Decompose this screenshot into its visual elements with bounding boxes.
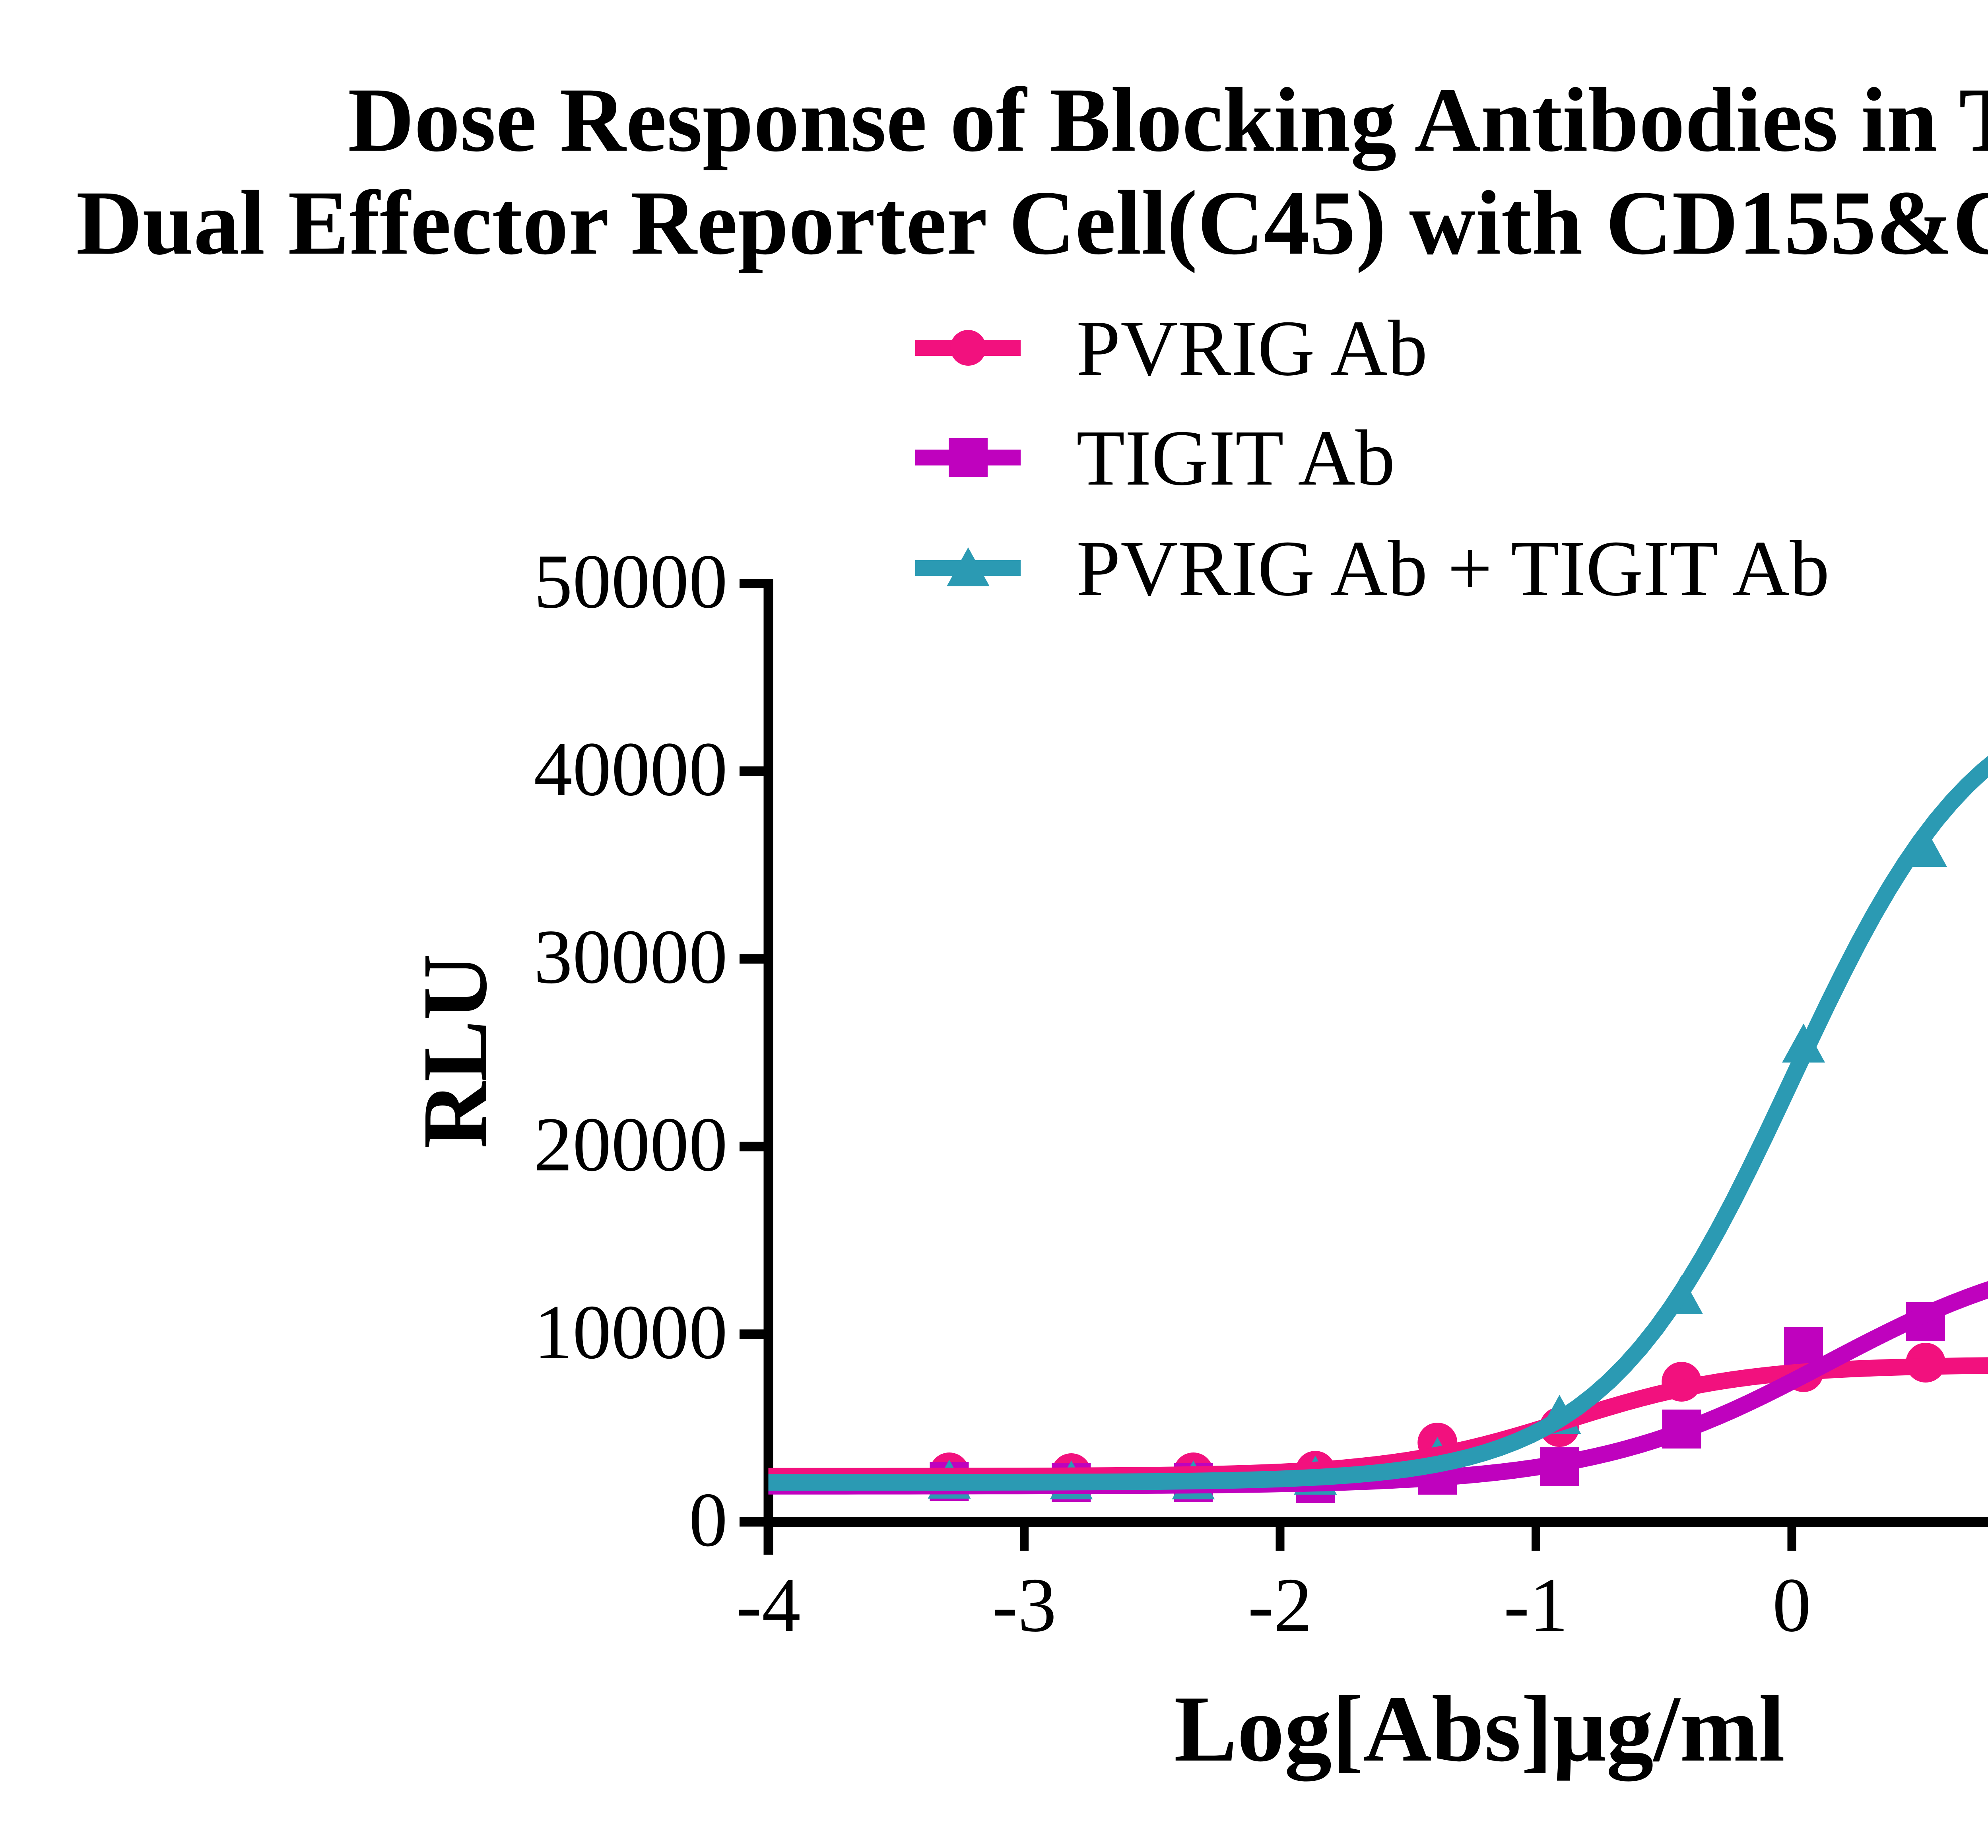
svg-text:40000: 40000 bbox=[534, 726, 728, 812]
svg-text:Dual Effector Reporter Cell(C4: Dual Effector Reporter Cell(C45) with CD… bbox=[76, 172, 1988, 273]
svg-text:Dose Response of Blocking Anti: Dose Response of Blocking Antibodies in … bbox=[348, 69, 1988, 171]
svg-text:50000: 50000 bbox=[534, 539, 728, 624]
svg-text:-1: -1 bbox=[1504, 1562, 1568, 1648]
svg-text:PVRIG Ab + TIGIT Ab: PVRIG Ab + TIGIT Ab bbox=[1076, 525, 1829, 613]
svg-text:-4: -4 bbox=[736, 1562, 800, 1648]
svg-text:10000: 10000 bbox=[534, 1289, 728, 1375]
svg-text:0: 0 bbox=[689, 1477, 728, 1563]
svg-text:-3: -3 bbox=[992, 1562, 1056, 1648]
svg-text:TIGIT Ab: TIGIT Ab bbox=[1076, 414, 1395, 502]
svg-text:30000: 30000 bbox=[534, 914, 728, 1000]
svg-text:20000: 20000 bbox=[534, 1101, 728, 1187]
svg-text:-2: -2 bbox=[1248, 1562, 1312, 1648]
svg-text:PVRIG Ab: PVRIG Ab bbox=[1076, 304, 1428, 392]
svg-text:RLU: RLU bbox=[404, 954, 506, 1148]
svg-text:0: 0 bbox=[1773, 1562, 1811, 1648]
svg-text:Log[Abs]μg/ml: Log[Abs]μg/ml bbox=[1174, 1677, 1785, 1781]
